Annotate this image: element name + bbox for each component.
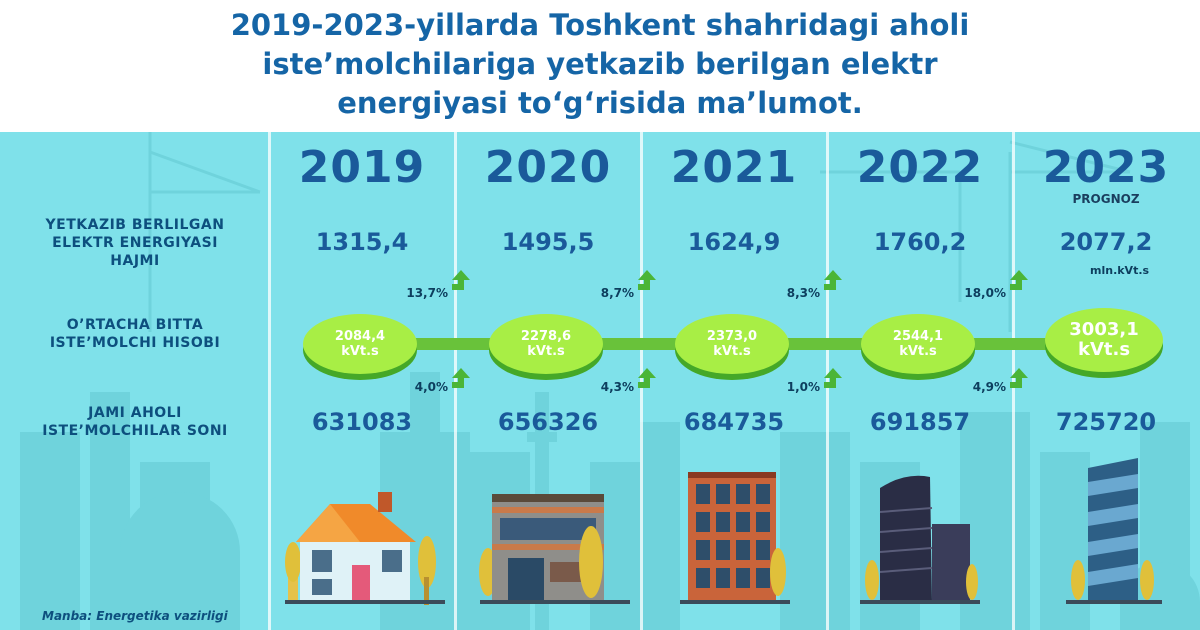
supplied-unit: mln.kVt.s	[1090, 264, 1150, 277]
up-arrow-icon	[452, 270, 470, 290]
year-2023: 2023	[1042, 142, 1170, 193]
page-title: 2019-2023-yillarda Toshkent shahridagi a…	[0, 6, 1200, 123]
total-consumers-value: 691857	[869, 408, 971, 436]
total-consumers-value: 656326	[497, 408, 599, 436]
brick-building-illustration	[680, 472, 790, 604]
year-2020: 2020	[484, 142, 612, 193]
supplied-value: 1495,5	[501, 228, 595, 256]
up-arrow-icon	[1010, 368, 1028, 388]
source-note: Manba: Energetika vazirligi	[42, 609, 228, 623]
tower-illustration	[860, 475, 980, 604]
row-label-total: JAMI AHOLI ISTE’MOLCHILAR SONI	[42, 405, 228, 439]
up-arrow-icon	[824, 270, 842, 290]
supplied-growth: 13,7%	[406, 286, 448, 300]
average-growth: 4,9%	[972, 380, 1006, 394]
up-arrow-icon	[1010, 270, 1028, 290]
average-badge: 2084,4 kVt.s	[303, 314, 417, 380]
up-arrow-icon	[452, 368, 470, 388]
title-line-2: iste’molchilariga yetkazib berilgan elek…	[262, 47, 938, 81]
skyscraper-illustration	[1066, 458, 1162, 604]
column-divider	[268, 132, 271, 630]
row-label-supplied: YETKAZIB BERLILGAN ELEKTR ENERGIYASI HAJ…	[45, 217, 225, 269]
row-label-average: O’RTACHA BITTA ISTE’MOLCHI HISOBI	[49, 317, 221, 351]
supplied-value: 2077,2	[1059, 228, 1153, 256]
supplied-value: 1760,2	[873, 228, 967, 256]
column-divider	[640, 132, 643, 630]
city-background	[20, 132, 1200, 630]
data-panel: 2019 2020 2021 2022 2023 PROGNOZ YETKAZI…	[0, 132, 1200, 630]
average-badge-forecast: 3003,1 kVt.s	[1045, 308, 1163, 378]
title-line-3: energiyasi to‘g‘risida ma’lumot.	[337, 86, 863, 120]
average-growth: 1,0%	[786, 380, 820, 394]
average-badge: 2373,0 kVt.s	[675, 314, 789, 380]
average-growth: 4,3%	[600, 380, 634, 394]
office-illustration	[479, 494, 630, 604]
year-2022: 2022	[856, 142, 984, 193]
average-badge: 2544,1 kVt.s	[861, 314, 975, 380]
house-illustration	[285, 492, 445, 605]
average-growth: 4,0%	[414, 380, 448, 394]
column-divider	[454, 132, 457, 630]
up-arrow-icon	[638, 270, 656, 290]
supplied-value: 1624,9	[687, 228, 781, 256]
supplied-growth: 8,3%	[786, 286, 820, 300]
supplied-value: 1315,4	[315, 228, 409, 256]
supplied-growth: 18,0%	[964, 286, 1006, 300]
total-consumers-value: 631083	[311, 408, 413, 436]
header: 2019-2023-yillarda Toshkent shahridagi a…	[0, 0, 1200, 132]
up-arrow-icon	[638, 368, 656, 388]
forecast-label: PROGNOZ	[1072, 192, 1140, 206]
up-arrow-icon	[824, 368, 842, 388]
year-2021: 2021	[670, 142, 798, 193]
supplied-growth: 8,7%	[600, 286, 634, 300]
total-consumers-value: 725720	[1055, 408, 1157, 436]
column-divider	[1012, 132, 1015, 630]
title-line-1: 2019-2023-yillarda Toshkent shahridagi a…	[230, 8, 970, 42]
total-consumers-value: 684735	[683, 408, 785, 436]
average-badge: 2278,6 kVt.s	[489, 314, 603, 380]
year-2019: 2019	[298, 142, 426, 193]
column-divider	[826, 132, 829, 630]
